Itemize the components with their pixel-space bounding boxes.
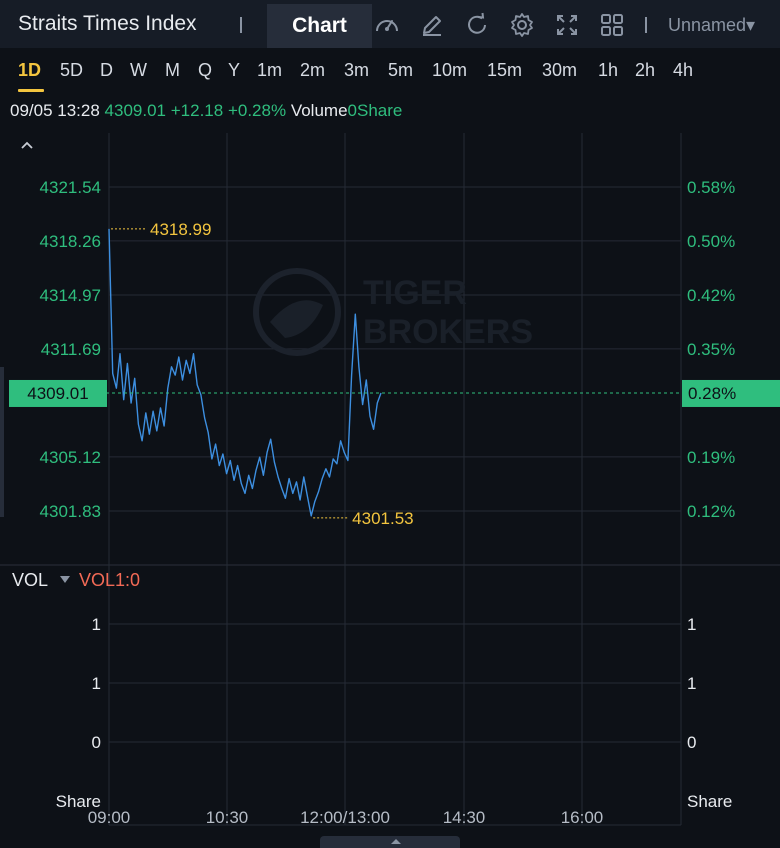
quote-line: 09/05 13:28 4309.01 +12.18 +0.28% Volume… xyxy=(10,101,402,121)
y-tick-right: 0.42% xyxy=(687,286,735,305)
y-tick-left: 4301.83 xyxy=(40,502,101,521)
gear-icon[interactable] xyxy=(509,12,535,38)
chevron-up-icon[interactable] xyxy=(391,839,401,844)
chevron-up-icon[interactable] xyxy=(18,138,36,152)
toolbar-separator xyxy=(240,17,242,33)
current-pct-badge xyxy=(682,379,780,407)
refresh-icon[interactable] xyxy=(464,12,490,38)
period-30m[interactable]: 30m xyxy=(542,60,578,80)
high-label: 4318.99 xyxy=(150,220,211,239)
left-panel-handle[interactable] xyxy=(0,367,4,517)
bottom-panel-handle[interactable] xyxy=(320,836,460,848)
period-2h[interactable]: 2h xyxy=(635,60,656,80)
period-m[interactable]: M xyxy=(165,60,180,80)
period-3m[interactable]: 3m xyxy=(344,60,370,80)
axis-label-layer: 4321.54 0.58% 4318.26 0.50% 4314.97 0.42% 4311… xyxy=(9,178,780,827)
volume-tick-left: Share xyxy=(56,792,101,811)
volume-tick-right: 1 xyxy=(687,674,696,693)
quote-change-pct: +0.28% xyxy=(227,101,287,120)
period-d[interactable]: D xyxy=(100,60,113,80)
chart-grid xyxy=(0,133,780,826)
y-tick-right: 0.19% xyxy=(687,448,735,467)
price-line-layer xyxy=(100,228,682,517)
current-pct-label: 0.28% xyxy=(688,384,736,403)
x-tick-label: 16:00 xyxy=(561,808,604,827)
y-tick-left: 4314.97 xyxy=(40,286,101,305)
volume-tick-left: 1 xyxy=(92,615,101,634)
x-tick-label: 12:00/13:00 xyxy=(300,808,390,827)
period-10m[interactable]: 10m xyxy=(432,60,468,80)
quote-price: 4309.01 xyxy=(104,101,166,120)
price-line xyxy=(108,228,382,517)
layout-name-dropdown[interactable]: Unnamed▾ xyxy=(668,15,756,35)
period-5d[interactable]: 5D xyxy=(60,60,84,80)
chevron-down-icon[interactable] xyxy=(60,576,70,583)
period-y[interactable]: Y xyxy=(228,60,241,80)
speedometer-icon[interactable] xyxy=(374,12,400,38)
volume-tick-right: 1 xyxy=(687,615,696,634)
y-tick-left: 4311.69 xyxy=(41,340,101,359)
volume-tick-left: 1 xyxy=(92,674,101,693)
pencil-icon[interactable] xyxy=(419,12,445,38)
volume-tick-right: 0 xyxy=(687,733,696,752)
current-price-label: 4309.01 xyxy=(27,384,88,403)
top-toolbar: Straits Times Index Chart Unnamed▾ xyxy=(0,0,780,48)
grid-icon[interactable] xyxy=(599,12,625,38)
y-tick-right: 0.35% xyxy=(687,340,735,359)
volume-tick-right: Share xyxy=(687,792,732,811)
watermark-text-line1: TIGER xyxy=(363,274,467,312)
instrument-title: Straits Times Index xyxy=(18,12,197,35)
x-tick-label: 14:30 xyxy=(443,808,486,827)
y-tick-right: 0.12% xyxy=(687,502,735,521)
tab-chart[interactable]: Chart xyxy=(267,4,372,48)
period-1h[interactable]: 1h xyxy=(598,60,619,80)
period-4h[interactable]: 4h xyxy=(673,60,694,80)
x-tick-label: 09:00 xyxy=(88,808,131,827)
watermark-circle xyxy=(253,268,341,356)
current-price-badge xyxy=(9,379,107,407)
quote-time: 09/05 13:28 xyxy=(10,101,100,120)
period-1m[interactable]: 1m xyxy=(257,60,283,80)
period-selector: 1D 5D D W M Q Y 1m 2m 3m 5m 10m 15m 30m 1h 2h 4h xyxy=(0,48,780,96)
period-1d[interactable]: 1D xyxy=(18,60,42,80)
fullscreen-icon[interactable] xyxy=(554,12,580,38)
period-5m[interactable]: 5m xyxy=(388,60,414,80)
y-tick-left: 4321.54 xyxy=(40,178,101,197)
volume-label: Volume xyxy=(290,101,348,120)
y-tick-right: 0.58% xyxy=(687,178,735,197)
period-15m[interactable]: 15m xyxy=(487,60,523,80)
period-q[interactable]: Q xyxy=(198,60,213,80)
volume-indicator: VOL1:0 xyxy=(79,570,141,590)
period-w[interactable]: W xyxy=(130,60,147,80)
watermark-emblem xyxy=(270,300,323,338)
toolbar-separator xyxy=(645,17,647,33)
low-label: 4301.53 xyxy=(352,509,413,528)
quote-change: +12.18 xyxy=(170,101,224,120)
volume-pane-label[interactable]: VOL xyxy=(12,570,49,590)
volume-value: 0Share xyxy=(347,101,403,120)
x-tick-label: 10:30 xyxy=(206,808,249,827)
period-2m[interactable]: 2m xyxy=(300,60,326,80)
watermark-text-line2: BROKERS xyxy=(363,313,533,351)
active-period-underline xyxy=(18,89,44,92)
volume-tick-left: 0 xyxy=(92,733,101,752)
y-tick-left: 4305.12 xyxy=(40,448,101,467)
y-tick-left: 4318.26 xyxy=(40,232,101,251)
y-tick-right: 0.50% xyxy=(687,232,735,251)
